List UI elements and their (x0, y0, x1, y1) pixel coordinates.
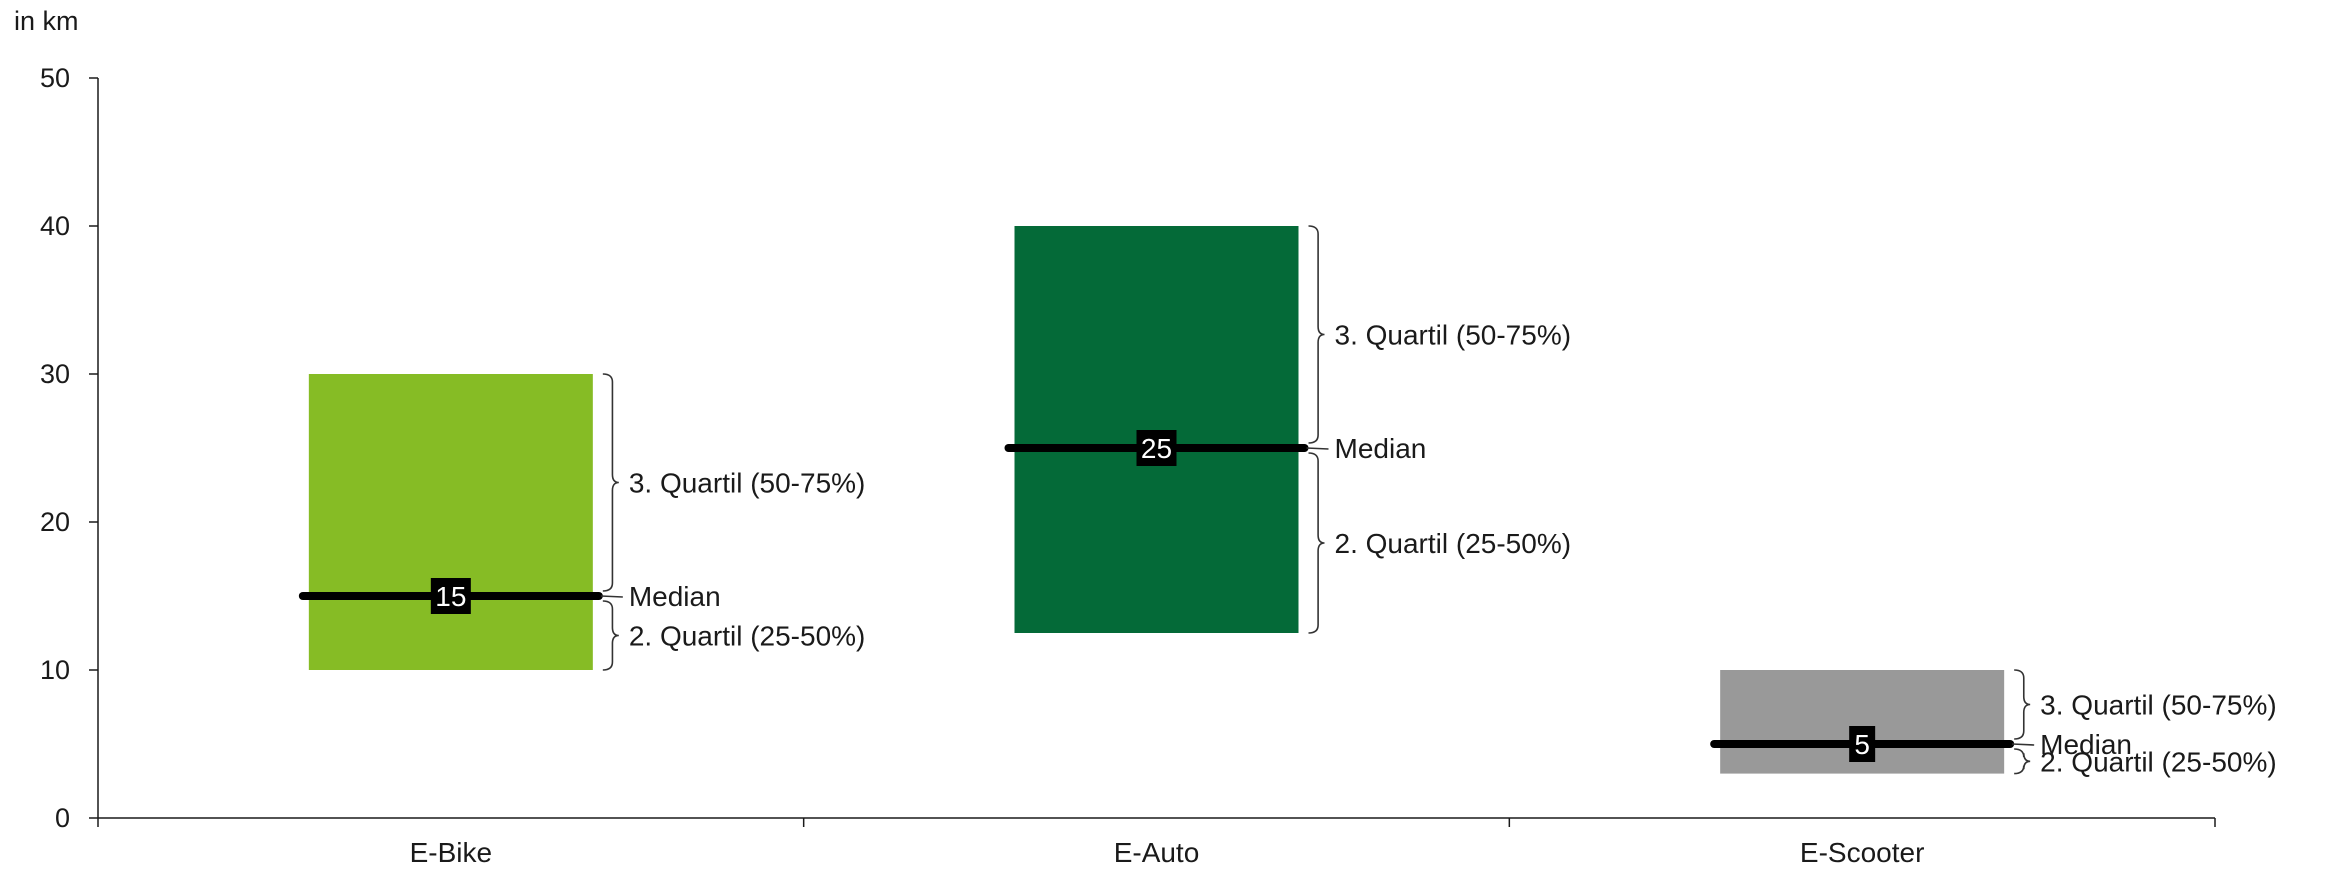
box-group-e-bike: 15 3. Quartil (50-75%) 2. Quartil (25-50%)… (298, 373, 866, 671)
y-tick-label: 10 (40, 655, 70, 685)
median-annotation: Median (2040, 729, 2132, 760)
median-value-label: 25 (1141, 433, 1172, 464)
q2-annotation: 2. Quartil (25-50%) (629, 621, 866, 652)
q2-brace (2014, 748, 2031, 775)
q3-brace (1308, 225, 1325, 444)
box-group-e-scooter: 5 3. Quartil (50-75%) 2. Quartil (25-50%)M… (1710, 669, 2277, 777)
median-value-label: 15 (435, 581, 466, 612)
median-value-label: 5 (1854, 729, 1870, 760)
boxes: 15 3. Quartil (50-75%) 2. Quartil (25-50%)… (298, 225, 2277, 777)
q3-annotation: 3. Quartil (50-75%) (2040, 690, 2277, 721)
median-annotation: Median (1335, 433, 1427, 464)
y-tick-label: 30 (40, 359, 70, 389)
y-axis-unit-label: in km (14, 6, 79, 36)
q2-annotation: 2. Quartil (25-50%) (2040, 746, 2277, 777)
q3-brace (602, 373, 619, 592)
y-tick-label: 0 (55, 803, 70, 833)
q3-annotation: 3. Quartil (50-75%) (1335, 320, 1572, 351)
median-leader-line (600, 595, 623, 598)
y-tick-label: 20 (40, 507, 70, 537)
q2-annotation: 2. Quartil (25-50%) (1335, 528, 1572, 559)
median-leader-line (2012, 743, 2035, 746)
x-category-label: E-Bike (410, 837, 492, 868)
y-tick-label: 50 (40, 63, 70, 93)
x-category-label: E-Auto (1114, 837, 1200, 868)
q3-brace (2014, 669, 2031, 740)
q2-brace (602, 600, 619, 671)
q3-annotation: 3. Quartil (50-75%) (629, 468, 866, 499)
median-label-box (430, 578, 471, 614)
box (308, 374, 593, 670)
median-annotation: Median (629, 581, 721, 612)
box (1014, 226, 1299, 633)
median-label-box (1136, 430, 1177, 466)
x-category-label: E-Scooter (1800, 837, 1925, 868)
median-label-box (1849, 726, 1876, 762)
y-tick-label: 40 (40, 211, 70, 241)
axes: 0 10 20 30 40 50 E-Bike E-Auto E-Scooter (40, 63, 2216, 868)
q2-brace (1308, 452, 1325, 634)
median-leader-line (1306, 447, 1329, 450)
box-group-e-auto: 25 3. Quartil (50-75%) 2. Quartil (25-50%)… (1004, 225, 1572, 634)
